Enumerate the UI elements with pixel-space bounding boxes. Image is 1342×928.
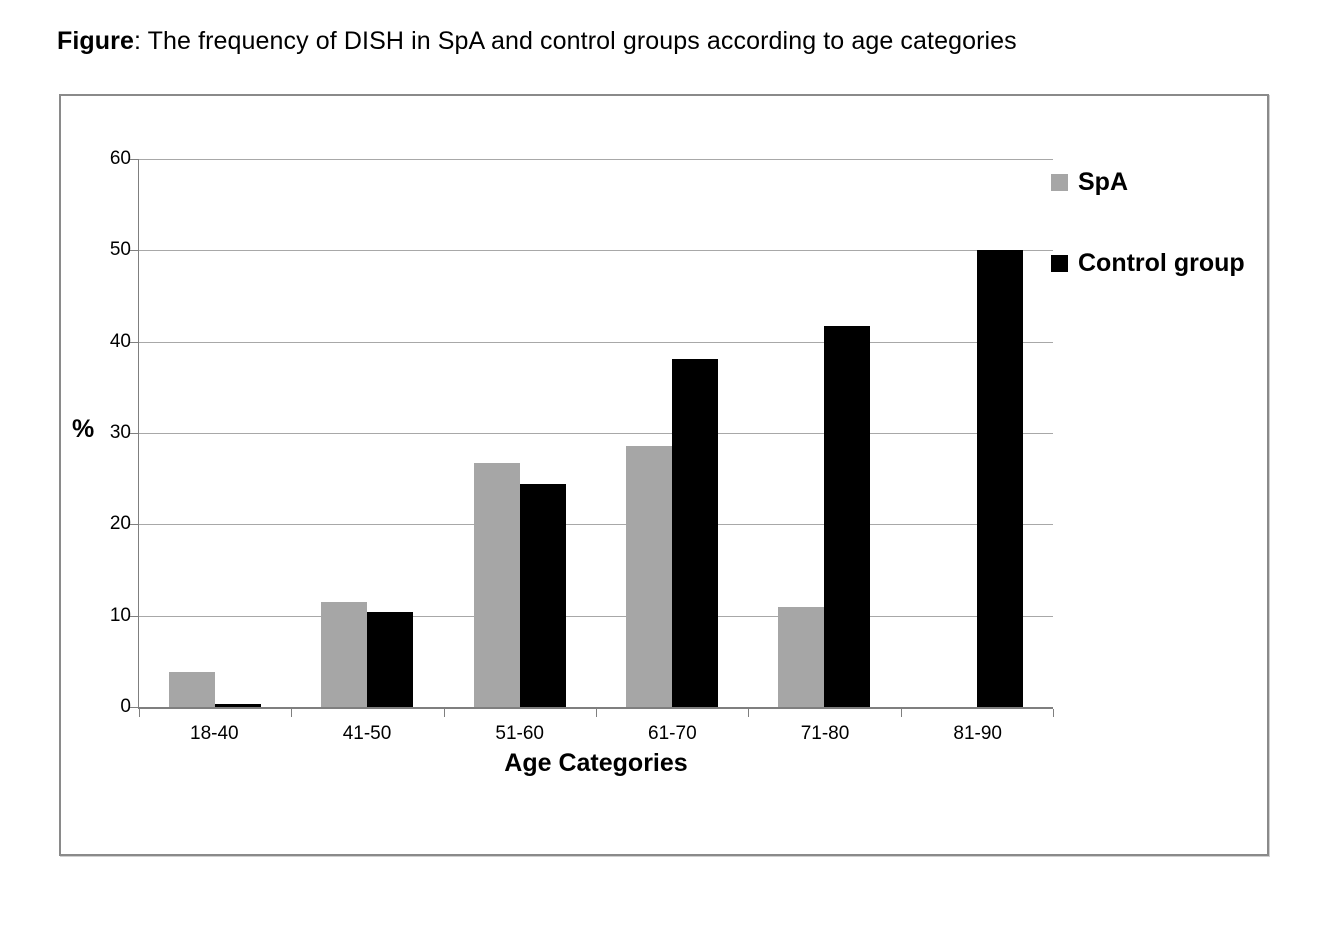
legend-label: SpA [1078, 167, 1128, 196]
bar-control-group-51-60 [519, 484, 566, 707]
gridline [139, 159, 1053, 160]
x-axis-labels: 18-40 41-50 51-60 61-70 71-80 81-90 [138, 723, 1054, 745]
plot-area [130, 159, 1054, 717]
bar-control-group-18-40 [215, 704, 262, 707]
x-tick-label: 41-50 [342, 723, 392, 744]
y-axis-tick [130, 250, 138, 252]
y-tick-label: 30 [109, 422, 131, 443]
legend-swatch-icon [1051, 254, 1068, 272]
gridline [139, 341, 1053, 343]
category-18-40 [139, 159, 291, 707]
legend: SpA Control group [1051, 168, 1245, 330]
x-tick-label: 61-70 [648, 723, 697, 744]
x-tick-label: 18-40 [190, 723, 239, 744]
x-axis-tick [748, 709, 750, 717]
x-axis-tick [596, 709, 597, 717]
y-tick-label: 40 [109, 330, 131, 352]
bars-container [139, 159, 1053, 707]
y-axis-tick [130, 524, 138, 526]
figure-caption: Figure: The frequency of DISH in SpA and… [57, 27, 1017, 56]
gridline [139, 615, 1053, 617]
bar-spa-71-80 [778, 606, 825, 707]
x-axis-title: Age Categories [504, 749, 688, 777]
x-axis-tick [900, 709, 902, 717]
gridline [139, 433, 1053, 434]
x-tick-label: 51-60 [495, 723, 544, 744]
legend-item-control-group: Control group [1051, 249, 1245, 277]
x-axis-tick [139, 709, 140, 717]
y-axis-labels: 0 10 20 30 40 50 60 [79, 148, 131, 717]
x-tick-label: 81-90 [953, 723, 1002, 744]
y-axis-tick [130, 433, 138, 434]
y-tick-label: 0 [120, 696, 131, 717]
y-axis-tick [130, 341, 138, 343]
x-axis-tick [1053, 709, 1054, 717]
bar-control-group-81-90 [976, 250, 1023, 707]
legend-label: Control group [1078, 248, 1245, 277]
bar-control-group-71-80 [824, 326, 871, 707]
category-41-50 [291, 159, 443, 707]
x-axis-tick [443, 709, 445, 717]
category-51-60 [444, 159, 596, 707]
bar-spa-61-70 [626, 445, 673, 707]
figure-caption-text: : The frequency of DISH in SpA and contr… [134, 27, 1017, 55]
y-axis-tick [130, 615, 138, 617]
figure-caption-label: Figure [57, 27, 134, 55]
legend-swatch-icon [1051, 173, 1068, 191]
category-71-80 [748, 159, 900, 707]
x-axis-tick [291, 709, 293, 717]
category-81-90 [901, 159, 1053, 707]
legend-item-spa: SpA [1051, 168, 1245, 196]
y-tick-label: 50 [109, 239, 131, 261]
y-tick-label: 60 [109, 148, 131, 169]
bar-spa-18-40 [169, 672, 216, 707]
y-axis-tick [130, 159, 138, 160]
y-axis-title: % [72, 415, 95, 443]
bar-control-group-41-50 [367, 612, 414, 707]
bar-spa-51-60 [473, 463, 520, 707]
bar-control-group-61-70 [672, 359, 719, 707]
chart-frame: 0 10 20 30 40 50 60 % 18-40 41-50 51-60 61-70 71-8… [59, 94, 1269, 856]
y-tick-label: 10 [109, 604, 131, 626]
y-tick-label: 20 [109, 513, 131, 535]
x-tick-label: 71-80 [800, 723, 850, 744]
gridline [139, 524, 1053, 526]
bar-spa-41-50 [321, 601, 368, 707]
y-axis-tick [130, 707, 138, 708]
category-61-70 [596, 159, 748, 707]
gridline [139, 250, 1053, 252]
